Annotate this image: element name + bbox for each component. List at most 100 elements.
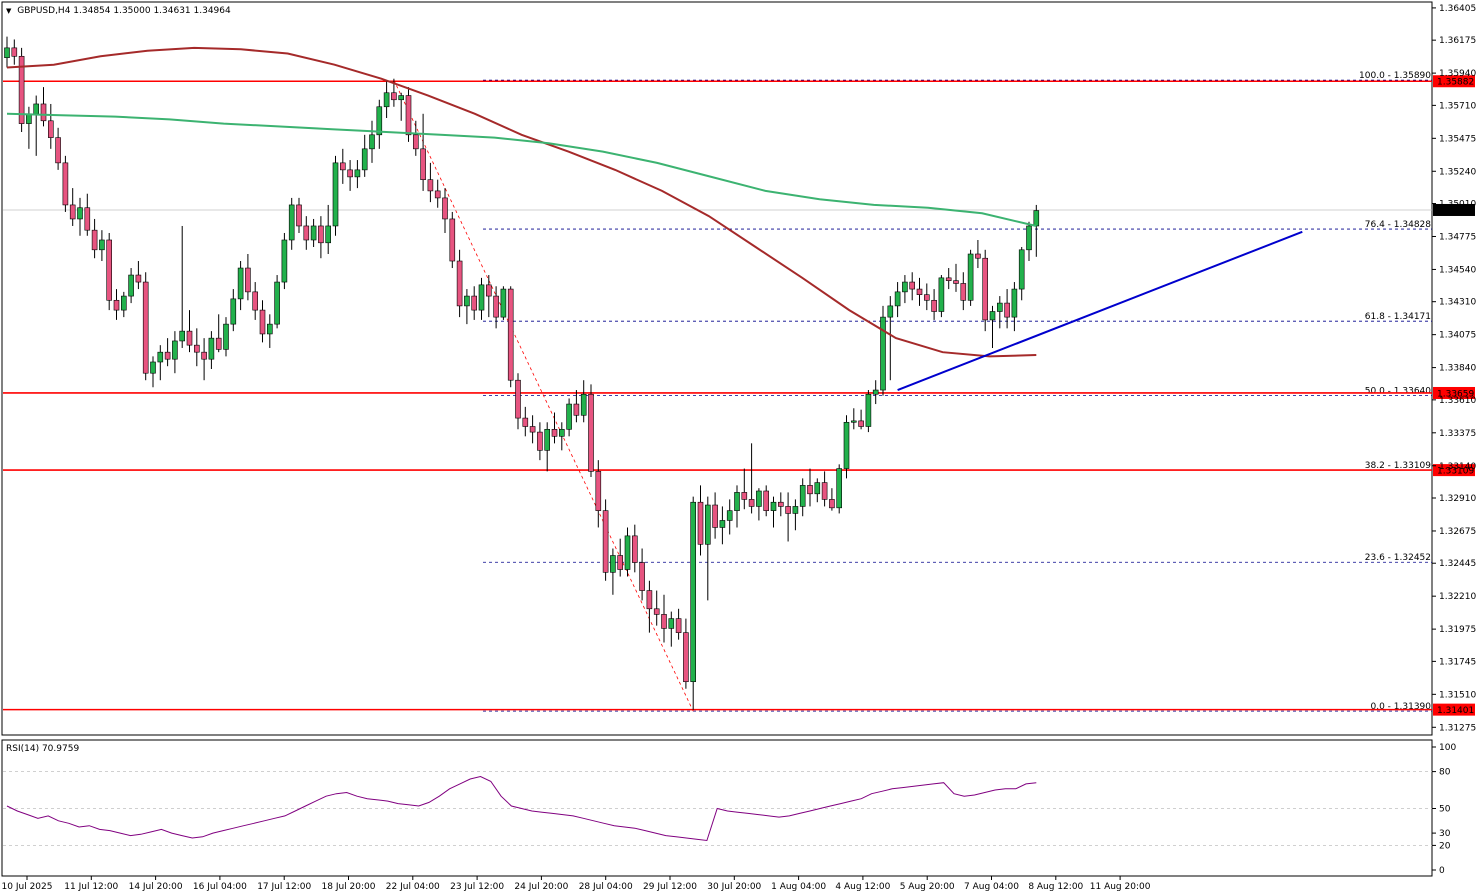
candle-bullish bbox=[734, 492, 740, 511]
candle-bearish bbox=[573, 403, 580, 416]
x-tick-label: 14 Jul 20:00 bbox=[129, 882, 183, 892]
candle-bullish bbox=[383, 92, 390, 108]
candle-bearish bbox=[456, 260, 463, 307]
y-tick-label: 1.34775 bbox=[1439, 232, 1476, 242]
rsi-tick-label: 0 bbox=[1439, 866, 1445, 876]
fib-level-label: 38.2 - 1.33109 bbox=[1365, 461, 1431, 471]
candle-bullish bbox=[288, 204, 295, 241]
candle-bearish bbox=[303, 225, 310, 241]
x-tick-label: 11 Jul 12:00 bbox=[64, 882, 118, 892]
fib-level-label: 100.0 - 1.35890 bbox=[1359, 71, 1431, 81]
candle-bearish bbox=[142, 281, 149, 374]
candle-bearish bbox=[186, 330, 193, 346]
x-tick-label: 16 Jul 04:00 bbox=[193, 882, 247, 892]
candle-bullish bbox=[989, 311, 996, 321]
candle-bearish bbox=[631, 535, 638, 563]
current-price-text: 1.34964 bbox=[1437, 206, 1474, 216]
moving-average-slow bbox=[6, 46, 1037, 358]
candle-bearish bbox=[412, 134, 419, 150]
candle-bearish bbox=[646, 590, 653, 610]
candle-bearish bbox=[106, 239, 112, 301]
y-tick-label: 1.32675 bbox=[1439, 527, 1476, 537]
candle-bearish bbox=[194, 344, 200, 353]
candle-bearish bbox=[653, 608, 660, 615]
candle-bullish bbox=[967, 253, 974, 301]
candle-bearish bbox=[639, 562, 645, 591]
moving-average-fast bbox=[6, 112, 1037, 227]
candle-bearish bbox=[434, 190, 441, 199]
candle-bullish bbox=[464, 295, 470, 307]
candle-bullish bbox=[157, 351, 164, 363]
candle-bearish bbox=[748, 499, 755, 507]
y-tick-label: 1.36405 bbox=[1439, 4, 1476, 14]
candle-bearish bbox=[62, 162, 69, 206]
candle-bearish bbox=[69, 204, 76, 220]
y-tick-label: 1.32445 bbox=[1439, 559, 1476, 569]
candle-bullish bbox=[208, 337, 215, 360]
candle-bearish bbox=[515, 379, 521, 419]
candle-bullish bbox=[266, 323, 273, 335]
candle-bullish bbox=[237, 267, 244, 300]
candle-bullish bbox=[624, 535, 631, 570]
y-tick-label: 1.35010 bbox=[1439, 200, 1476, 210]
candle-bearish bbox=[201, 351, 207, 360]
candle-bullish bbox=[558, 428, 565, 437]
candle-bearish bbox=[960, 283, 967, 301]
candle-bearish bbox=[858, 420, 864, 427]
candle-bullish bbox=[354, 169, 361, 178]
candle-bearish bbox=[485, 284, 492, 297]
candle-bearish bbox=[683, 632, 689, 683]
fib-diagonal-line bbox=[393, 79, 694, 712]
candle-bullish bbox=[894, 291, 901, 307]
candle-bearish bbox=[47, 120, 54, 138]
candle-bearish bbox=[712, 504, 718, 528]
candle-bullish bbox=[792, 506, 799, 514]
price-pane-frame bbox=[1, 1, 1433, 736]
candle-bearish bbox=[471, 295, 478, 311]
x-tick-label: 24 Jul 20:00 bbox=[514, 882, 568, 892]
candle-bullish bbox=[310, 225, 317, 241]
candle-bearish bbox=[1004, 302, 1010, 318]
candle-bearish bbox=[916, 288, 923, 295]
candle-bearish bbox=[55, 137, 61, 164]
candle-bullish bbox=[179, 330, 185, 342]
candle-bullish bbox=[128, 274, 134, 297]
candle-bearish bbox=[164, 351, 171, 360]
y-tick-label: 1.35475 bbox=[1439, 134, 1476, 144]
candle-bearish bbox=[785, 506, 791, 514]
candle-bearish bbox=[442, 197, 448, 220]
candle-bullish bbox=[690, 501, 697, 683]
candle-bearish bbox=[741, 492, 748, 500]
candle-bullish bbox=[843, 421, 850, 469]
candle-bearish bbox=[339, 162, 346, 171]
candle-bearish bbox=[11, 47, 18, 57]
y-tick-label: 1.34075 bbox=[1439, 331, 1476, 341]
y-tick-label: 1.33610 bbox=[1439, 396, 1476, 406]
rsi-title: RSI(14) 70.9759 bbox=[6, 744, 79, 754]
candle-bullish bbox=[580, 393, 587, 416]
candle-bearish bbox=[449, 218, 456, 262]
candle-bullish bbox=[704, 504, 711, 545]
price-level-tag-text: 1.31401 bbox=[1437, 706, 1474, 716]
fib-level-label: 0.0 - 1.31390 bbox=[1371, 702, 1432, 712]
candle-bullish bbox=[814, 482, 821, 495]
price-level-tag bbox=[1433, 386, 1475, 399]
x-tick-label: 23 Jul 12:00 bbox=[450, 882, 504, 892]
price-level-tag-text: 1.35882 bbox=[1437, 78, 1474, 88]
candle-bullish bbox=[938, 277, 945, 312]
candle-bullish bbox=[376, 106, 383, 136]
candle-bullish bbox=[325, 225, 332, 244]
candle-bearish bbox=[945, 277, 952, 281]
candle-bullish bbox=[361, 148, 368, 171]
x-tick-label: 17 Jul 12:00 bbox=[257, 882, 311, 892]
trendline bbox=[897, 230, 1303, 391]
candle-bearish bbox=[40, 103, 47, 122]
y-tick-label: 1.32910 bbox=[1439, 494, 1476, 504]
candle-bullish bbox=[902, 281, 908, 293]
candle-bearish bbox=[259, 309, 266, 335]
candle-bullish bbox=[33, 103, 40, 115]
current-price-tag bbox=[1433, 203, 1475, 216]
candle-bearish bbox=[675, 618, 682, 633]
rsi-tick-label: 20 bbox=[1439, 841, 1451, 851]
candle-bearish bbox=[529, 426, 536, 433]
